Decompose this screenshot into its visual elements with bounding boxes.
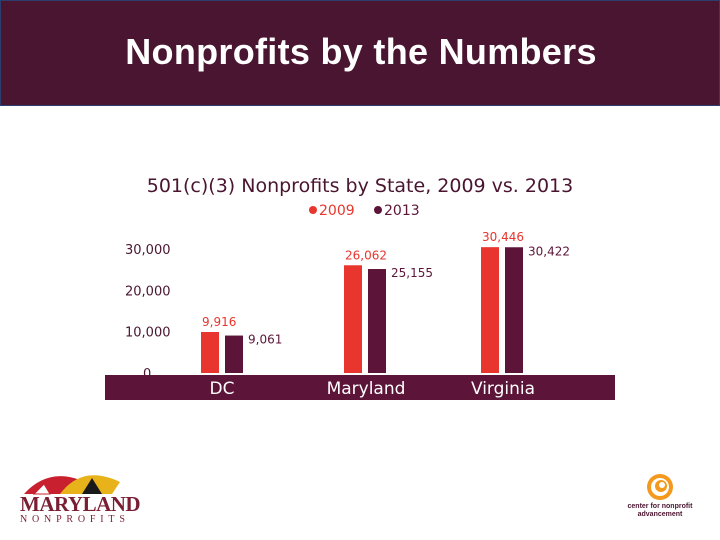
y-tick-label: 30,000 bbox=[125, 243, 171, 258]
data-label-maryland-2013: 25,155 bbox=[391, 266, 433, 280]
category-label-dc: DC bbox=[210, 379, 235, 399]
logo-subtitle: NONPROFITS bbox=[20, 514, 130, 525]
chart-legend: 2009 2013 bbox=[309, 203, 420, 219]
y-tick-label: 10,000 bbox=[125, 326, 171, 341]
legend-label-2013: 2013 bbox=[384, 203, 420, 219]
category-label-maryland: Maryland bbox=[327, 379, 406, 399]
legend-marker-2013 bbox=[374, 206, 382, 214]
bar-maryland-2009 bbox=[344, 265, 362, 373]
data-label-dc-2009: 9,916 bbox=[202, 315, 236, 329]
data-label-virginia-2013: 30,422 bbox=[528, 244, 570, 258]
data-label-maryland-2009: 26,062 bbox=[345, 248, 387, 262]
data-label-dc-2013: 9,061 bbox=[248, 333, 282, 347]
bar-dc-2013 bbox=[225, 335, 243, 373]
orange-spiral-icon bbox=[647, 474, 673, 500]
maryland-nonprofits-logo: MARYLAND NONPROFITS bbox=[20, 470, 141, 526]
logo-text: center for nonprofit advancement bbox=[627, 503, 693, 518]
legend-marker-2009 bbox=[309, 206, 317, 214]
chart-title: 501(c)(3) Nonprofits by State, 2009 vs. … bbox=[147, 175, 574, 197]
slide-header: Nonprofits by the Numbers bbox=[0, 0, 720, 106]
category-label-virginia: Virginia bbox=[471, 379, 535, 399]
center-for-nonprofit-advancement-logo: center for nonprofit advancement bbox=[618, 470, 708, 526]
legend-label-2009: 2009 bbox=[319, 203, 355, 219]
y-tick-label: 20,000 bbox=[125, 284, 171, 299]
bar-maryland-2013 bbox=[368, 269, 386, 373]
category-axis-band bbox=[105, 375, 615, 400]
chart-bars: 9,916 9,061 26,062 25,155 30,446 30,422 bbox=[201, 230, 570, 373]
y-axis: 0 10,000 20,000 30,000 bbox=[125, 243, 171, 382]
x-axis: DC Maryland Virginia bbox=[210, 379, 536, 399]
data-label-virginia-2009: 30,446 bbox=[482, 230, 524, 244]
bar-dc-2009 bbox=[201, 332, 219, 373]
bar-virginia-2013 bbox=[505, 247, 523, 373]
y-tick-label: 0 bbox=[143, 367, 151, 382]
bar-virginia-2009 bbox=[481, 247, 499, 373]
logo-wordmark: MARYLAND bbox=[20, 492, 141, 516]
slide-title: Nonprofits by the Numbers bbox=[125, 31, 597, 72]
maryland-flag-mark-icon bbox=[24, 475, 120, 495]
